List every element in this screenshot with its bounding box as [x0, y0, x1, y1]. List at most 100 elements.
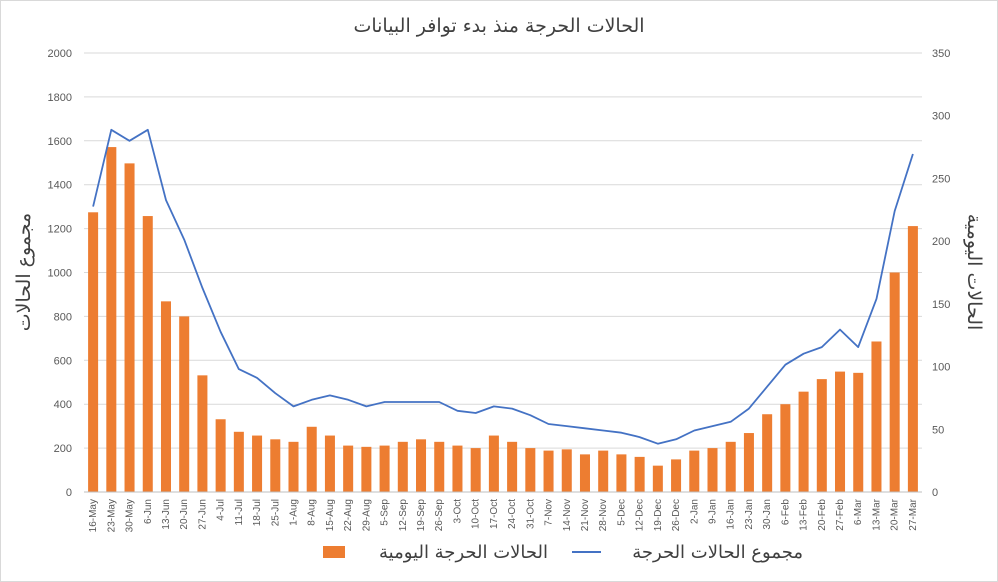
left-tick-label: 600: [54, 355, 72, 367]
daily-bar: [488, 435, 499, 492]
daily-bar: [525, 448, 536, 492]
x-tick-label: 20-Jun: [179, 499, 190, 530]
daily-bar: [671, 459, 682, 492]
left-axis-label: مجموع الحالات: [13, 213, 35, 331]
x-tick-label: 30-Jan: [762, 499, 773, 530]
daily-bar: [215, 419, 226, 492]
x-tick-label: 5-Sep: [380, 499, 391, 526]
x-tick-label: 12-Dec: [635, 499, 646, 531]
daily-bar: [561, 449, 572, 492]
daily-bar: [798, 391, 809, 492]
x-tick-label: 12-Sep: [398, 499, 409, 532]
daily-bar: [343, 445, 354, 492]
left-tick-label: 1800: [48, 92, 72, 104]
x-tick-label: 9-Jan: [708, 499, 719, 524]
legend-bar-label: الحالات الحرجة اليومية: [379, 542, 548, 563]
x-tick-label: 15-Aug: [325, 499, 336, 531]
x-tick-label: 30-May: [125, 499, 136, 532]
x-tick-label: 22-Aug: [343, 499, 354, 531]
daily-bar: [634, 456, 645, 492]
x-tick-label: 26-Dec: [671, 499, 682, 531]
daily-bar: [507, 441, 518, 492]
right-axis-label: الحالات اليومية: [963, 214, 985, 331]
left-tick-label: 200: [54, 443, 72, 455]
left-tick-label: 0: [66, 487, 72, 499]
daily-bar: [689, 450, 700, 492]
total-line: [92, 128, 914, 445]
x-tick-label: 21-Nov: [580, 499, 591, 531]
daily-bar: [543, 450, 554, 492]
x-tick-label: 3-Oct: [452, 499, 463, 524]
x-tick-label: 10-Oct: [471, 499, 482, 529]
x-tick-label: 19-Sep: [416, 499, 427, 532]
right-axis-ticks: 0 50 100 150 200 250 300 350: [932, 48, 950, 499]
daily-bar: [88, 212, 99, 492]
legend-line-label: مجموع الحالات الحرجة: [632, 542, 803, 563]
x-tick-label: 13-Mar: [871, 498, 882, 530]
legend: الحالات الحرجة اليومية مجموع الحالات الح…: [323, 542, 803, 563]
x-tick-label: 27-Jun: [197, 499, 208, 530]
daily-bar: [853, 372, 864, 492]
left-tick-label: 1200: [48, 224, 72, 236]
left-tick-label: 1400: [48, 180, 72, 192]
daily-bar: [270, 439, 281, 492]
x-tick-label: 29-Aug: [361, 499, 372, 531]
x-tick-label: 8-Aug: [307, 499, 318, 526]
x-tick-label: 6-Mar: [853, 498, 864, 525]
x-tick-label: 26-Sep: [434, 499, 445, 532]
daily-bar: [762, 414, 773, 492]
x-tick-label: 24-Oct: [507, 499, 518, 529]
chart-title: الحالات الحرجة منذ بدء توافر البيانات: [353, 15, 644, 37]
x-tick-label: 2-Jan: [689, 499, 700, 524]
x-tick-label: 11-Jul: [234, 499, 245, 526]
x-tick-label: 23-May: [106, 499, 117, 532]
daily-bar: [197, 375, 208, 492]
daily-bar: [743, 433, 754, 492]
x-tick-label: 28-Nov: [598, 499, 609, 531]
x-tick-label: 5-Dec: [616, 499, 627, 526]
left-tick-label: 2000: [48, 48, 72, 60]
daily-bar: [871, 341, 882, 492]
daily-bar: [124, 163, 135, 492]
x-tick-label: 1-Aug: [289, 499, 300, 526]
daily-bar: [106, 147, 117, 493]
daily-bar: [361, 446, 372, 492]
left-tick-label: 1000: [48, 268, 72, 280]
right-tick-label: 200: [932, 236, 950, 248]
daily-bar: [780, 404, 791, 492]
x-axis-ticks: 16-May 23-May 30-May 6-Jun 13-Jun 20-Jun 27-Ju…: [88, 498, 919, 532]
right-tick-label: 150: [932, 299, 950, 311]
daily-bar: [434, 441, 445, 492]
legend-bar-swatch: [323, 546, 345, 558]
x-tick-label: 14-Nov: [562, 499, 573, 531]
total-series-line: [92, 128, 914, 445]
daily-bar: [616, 454, 627, 492]
right-tick-label: 100: [932, 362, 950, 374]
daily-bar: [907, 226, 918, 492]
daily-bar: [288, 441, 299, 492]
x-tick-label: 25-Jul: [270, 499, 281, 526]
x-tick-label: 19-Dec: [653, 499, 664, 531]
x-tick-label: 13-Feb: [799, 499, 810, 531]
x-tick-label: 16-Jan: [726, 499, 737, 530]
x-tick-label: 6-Jun: [143, 499, 154, 524]
left-axis-ticks: 0 200 400 600 800 1000 1200 1400 1600 1800 2000: [48, 48, 72, 499]
x-tick-label: 18-Jul: [252, 499, 263, 526]
x-tick-label: 4-Jul: [216, 499, 227, 521]
x-tick-label: 27-Mar: [908, 498, 919, 530]
daily-bar: [452, 445, 463, 492]
daily-bar: [835, 371, 846, 492]
right-tick-label: 0: [932, 487, 938, 499]
daily-bar: [397, 441, 408, 492]
daily-bar: [652, 465, 663, 492]
x-tick-label: 31-Oct: [525, 499, 536, 529]
x-tick-label: 17-Oct: [489, 499, 500, 529]
daily-bar: [306, 426, 317, 492]
daily-bar: [579, 454, 590, 492]
daily-bar: [470, 448, 481, 492]
right-tick-label: 50: [932, 424, 944, 436]
right-tick-label: 250: [932, 173, 950, 185]
daily-bar: [416, 439, 427, 492]
left-tick-label: 1600: [48, 136, 72, 148]
